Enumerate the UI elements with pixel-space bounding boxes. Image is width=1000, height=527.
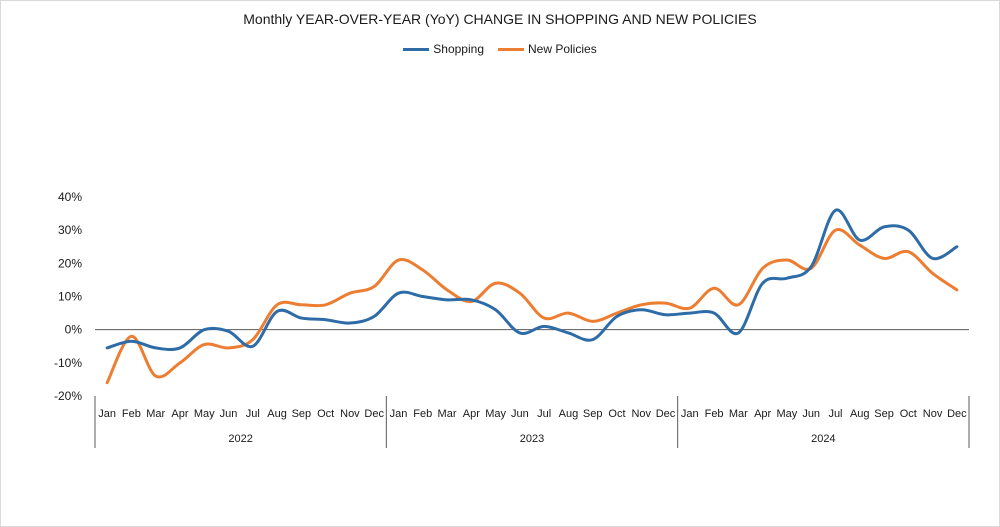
- x-tick-label: Sep: [874, 408, 894, 420]
- y-tick-label: -20%: [54, 389, 82, 403]
- legend-swatch-new-policies: [498, 47, 524, 51]
- x-tick-label: Dec: [656, 408, 676, 420]
- x-tick-label: Apr: [754, 408, 771, 420]
- x-tick-label: Apr: [463, 408, 480, 420]
- x-tick-label: Jun: [511, 408, 529, 420]
- series-line-new-policies: [105, 228, 959, 385]
- x-tick-label: Nov: [631, 408, 651, 420]
- x-tick-label: Jul: [537, 408, 551, 420]
- series-line-shopping: [105, 208, 959, 352]
- y-tick-label: 40%: [58, 190, 82, 204]
- x-group-label: 2024: [811, 433, 835, 445]
- x-tick-label: Jul: [246, 408, 260, 420]
- x-tick-label: Sep: [583, 408, 603, 420]
- x-tick-label: Jan: [98, 408, 116, 420]
- x-tick-label: Aug: [559, 408, 579, 420]
- legend-label-shopping: Shopping: [433, 42, 484, 56]
- x-tick-label: Mar: [438, 408, 457, 420]
- x-tick-label: Jan: [681, 408, 699, 420]
- x-tick-label: May: [485, 408, 506, 420]
- x-tick-label: Feb: [122, 408, 141, 420]
- legend-item-new-policies: New Policies: [498, 42, 597, 56]
- x-group-label: 2023: [520, 433, 544, 445]
- chart-legend: Shopping New Policies: [0, 42, 1000, 56]
- x-tick-label: Aug: [267, 408, 287, 420]
- y-tick-label: -10%: [54, 356, 82, 370]
- x-tick-label: Dec: [947, 408, 967, 420]
- x-tick-label: Feb: [705, 408, 724, 420]
- x-tick-label: Jul: [828, 408, 842, 420]
- axes: -20% -10% 0% 10% 20% 30% 40% Jan Feb Mar Apr May Jun…: [54, 190, 970, 448]
- x-tick-label: May: [194, 408, 215, 420]
- x-tick-label: Aug: [850, 408, 870, 420]
- chart-title: Monthly YEAR-OVER-YEAR (YoY) CHANGE IN S…: [243, 11, 757, 27]
- legend-swatch-shopping: [403, 47, 430, 51]
- x-tick-label: Feb: [413, 408, 432, 420]
- y-tick-label: 20%: [58, 256, 82, 270]
- x-tick-label: Jun: [802, 408, 820, 420]
- x-group-label: 2022: [228, 433, 252, 445]
- x-tick-label: Jun: [220, 408, 238, 420]
- series-lines: [105, 208, 959, 385]
- x-tick-label: Sep: [292, 408, 312, 420]
- x-tick-label: Oct: [317, 408, 334, 420]
- x-tick-label: Dec: [364, 408, 384, 420]
- x-tick-label: Mar: [729, 408, 748, 420]
- legend-item-shopping: Shopping: [403, 42, 484, 56]
- legend-label-new-policies: New Policies: [528, 42, 597, 56]
- x-tick-label: Oct: [608, 408, 625, 420]
- x-tick-label: Apr: [171, 408, 188, 420]
- y-tick-label: 0%: [65, 323, 83, 337]
- y-tick-label: 10%: [58, 290, 82, 304]
- x-tick-label: Jan: [390, 408, 408, 420]
- y-tick-label: 30%: [58, 223, 82, 237]
- x-tick-label: Mar: [146, 408, 165, 420]
- x-tick-label: May: [777, 408, 798, 420]
- x-tick-label: Nov: [340, 408, 360, 420]
- x-tick-label: Nov: [923, 408, 943, 420]
- x-tick-label: Oct: [900, 408, 917, 420]
